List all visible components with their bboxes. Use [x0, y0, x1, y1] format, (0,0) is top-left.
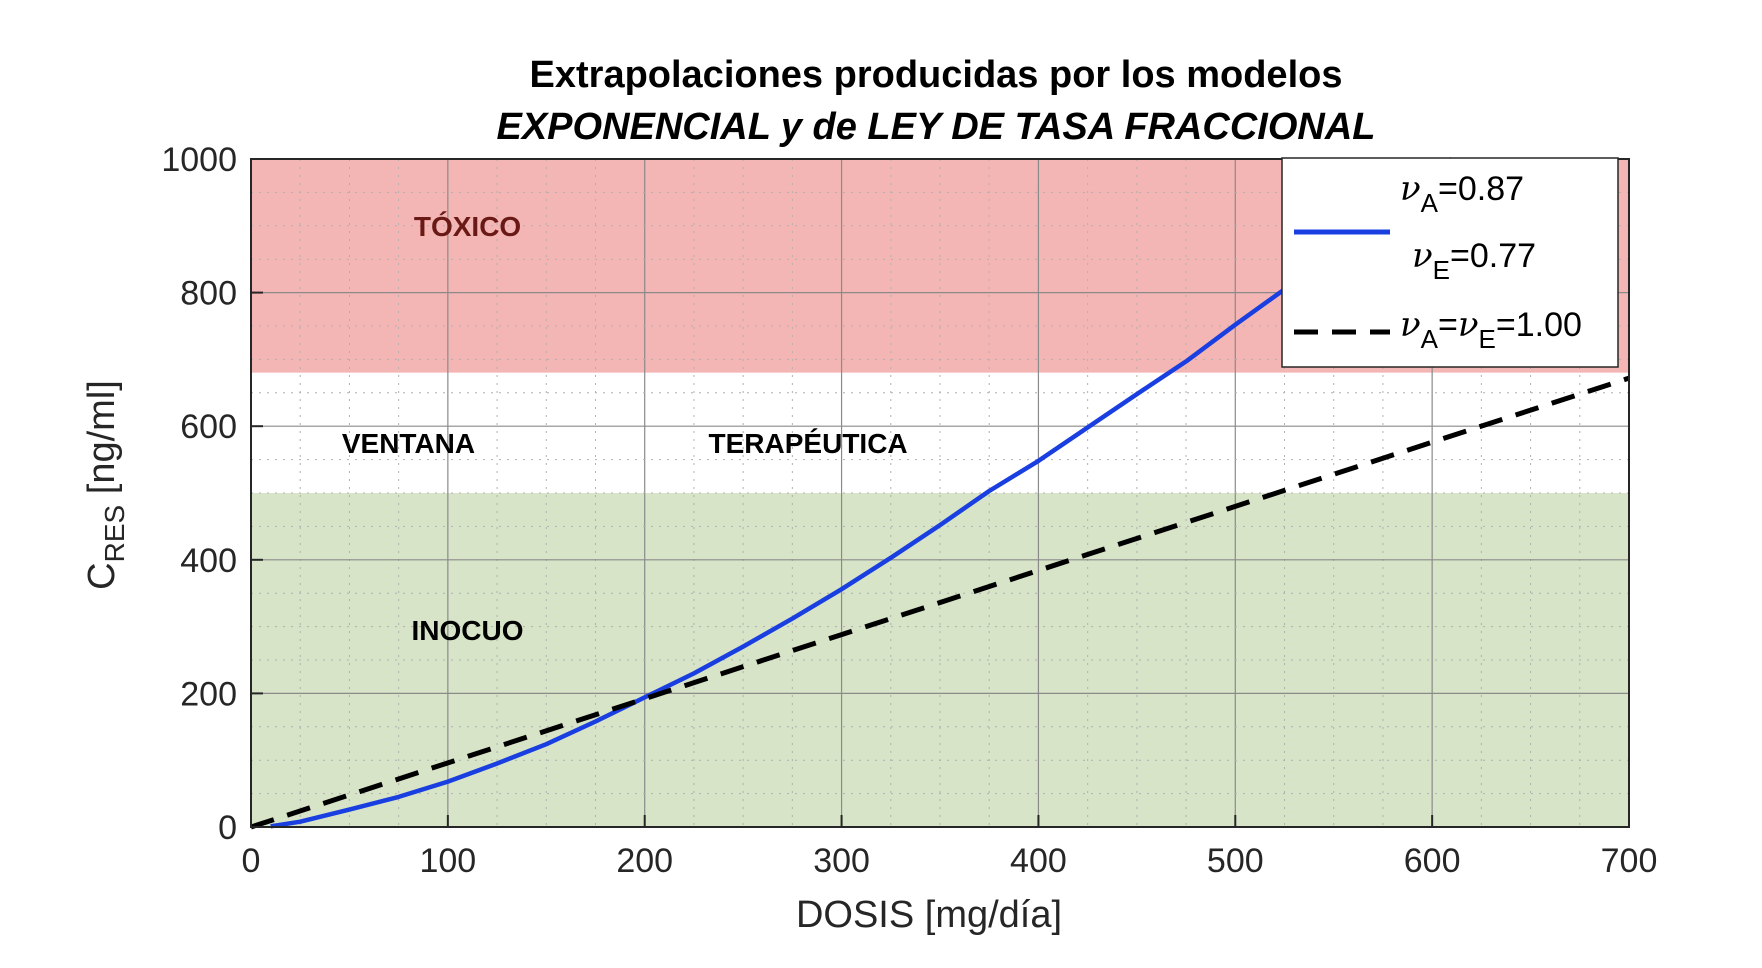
series-layer — [250, 156, 1630, 830]
legend-nu-a-2: ν — [1400, 305, 1421, 345]
legend-val-e-1: =0.77 — [1450, 237, 1536, 275]
legend-val-e-2: =1.00 — [1496, 306, 1582, 344]
y-tick-label: 400 — [180, 542, 237, 580]
x-tick-label: 600 — [1404, 842, 1461, 880]
legend-label-series-1-line2: νE=0.77 — [1412, 236, 1536, 285]
x-tick-label: 100 — [419, 842, 476, 880]
legend-label-series-1-line1: νA=0.87 — [1400, 169, 1524, 218]
x-tick-label: 500 — [1207, 842, 1264, 880]
y-axis-label-unit: [ng/ml] — [81, 380, 123, 505]
y-tick-label: 800 — [180, 275, 237, 313]
y-tick-label: 600 — [180, 408, 237, 446]
y-tick-label: 200 — [180, 675, 237, 713]
chart-title-line1: Extrapolaciones producidas por los model… — [530, 54, 1343, 96]
legend-eq-2: = — [1438, 306, 1458, 344]
x-axis-label: DOSIS [mg/día] — [796, 894, 1062, 936]
legend-val-a-1: =0.87 — [1438, 170, 1524, 208]
y-tick-label: 1000 — [161, 141, 237, 179]
y-axis-label-main: C — [81, 562, 123, 589]
zone-label-2: TERAPÉUTICA — [709, 428, 908, 459]
legend-sub-a-1: A — [1421, 188, 1439, 218]
legend-label-series-2: νA=νE=1.00 — [1400, 305, 1582, 354]
zone-label-1: VENTANA — [342, 428, 475, 459]
x-tick-label: 700 — [1601, 842, 1658, 880]
legend-nu-e-2: ν — [1458, 305, 1479, 345]
legend-nu-e-1: ν — [1412, 236, 1433, 276]
legend-nu-a-1: ν — [1400, 169, 1421, 209]
plot-frame — [250, 158, 1630, 828]
zone-label-0: TÓXICO — [414, 211, 521, 242]
x-tick-label: 300 — [813, 842, 870, 880]
x-tick-label: 0 — [242, 842, 261, 880]
chart-title-line2: EXPONENCIAL y de LEY DE TASA FRACCIONAL — [496, 106, 1375, 148]
legend-sub-a-2: A — [1421, 324, 1439, 354]
zone-labels-layer: TÓXICO VENTANA TERAPÉUTICA INOCUO — [342, 211, 908, 646]
x-tick-label: 400 — [1010, 842, 1067, 880]
x-tick-label: 200 — [616, 842, 673, 880]
legend-sub-e-2: E — [1479, 324, 1496, 354]
y-axis-label-sub: RES — [99, 505, 130, 563]
series-line-1 — [270, 156, 1453, 829]
zone-label-3: INOCUO — [412, 615, 524, 646]
series-line-2 — [250, 375, 1630, 830]
ticks-layer: 0 100 200 300 400 500 600 700 0 200 400 600 800 1000 — [161, 141, 1657, 880]
legend-sub-e-1: E — [1433, 255, 1450, 285]
y-tick-label: 0 — [218, 809, 237, 847]
y-axis-label: CRES [ng/ml] — [81, 380, 130, 590]
legend: νA=0.87 νE=0.77 νA=νE=1.00 — [1281, 157, 1619, 368]
